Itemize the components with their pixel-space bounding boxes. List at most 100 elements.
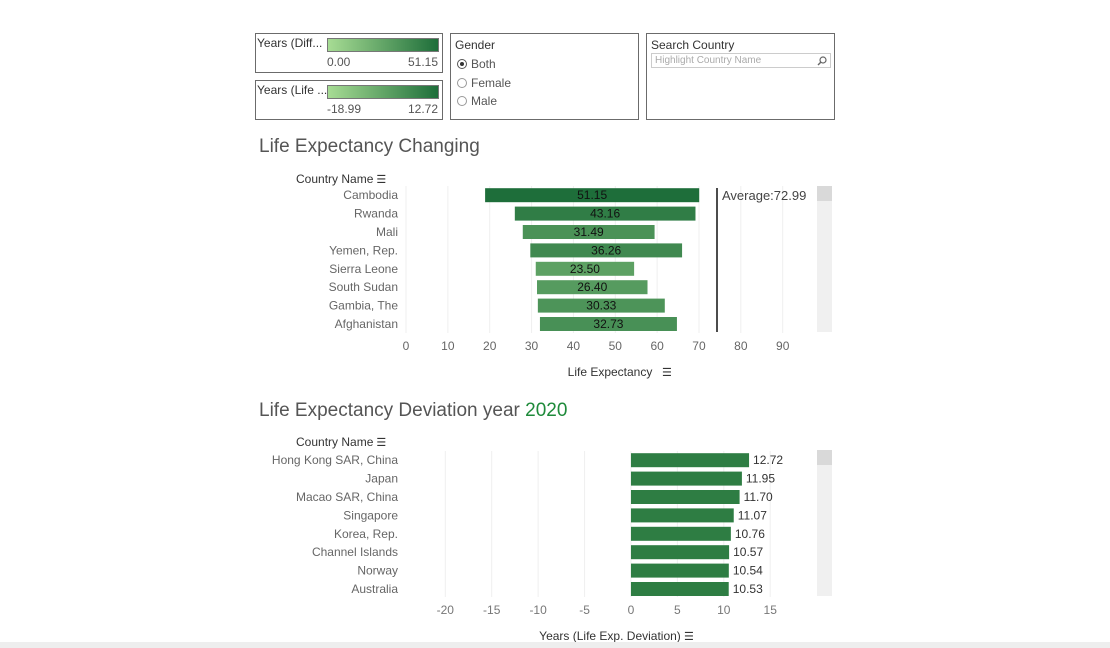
row-label: Rwanda bbox=[354, 207, 398, 221]
row-label: Yemen, Rep. bbox=[329, 243, 398, 257]
x-tick-label: 5 bbox=[674, 603, 681, 617]
gender-filter-title: Gender bbox=[455, 38, 496, 52]
legend-diff-max: 51.15 bbox=[407, 55, 438, 69]
bar-value-label: 32.73 bbox=[593, 317, 623, 331]
chart1-row-header[interactable]: Country Name ☰ bbox=[296, 172, 386, 186]
row-label: South Sudan bbox=[329, 280, 398, 294]
x-tick-label: 90 bbox=[776, 339, 790, 353]
x-axis-title: Years (Life Exp. Deviation) bbox=[539, 629, 681, 643]
x-tick-label: 0 bbox=[403, 339, 410, 353]
bar-value-label: 31.49 bbox=[574, 225, 604, 239]
legend-diff-gradient bbox=[327, 38, 439, 52]
bar bbox=[630, 563, 729, 578]
row-header-label: Country Name bbox=[296, 435, 374, 449]
search-country-title: Search Country bbox=[651, 38, 735, 52]
row-label: Macao SAR, China bbox=[296, 490, 398, 504]
legend-life-title: Years (Life ... bbox=[257, 83, 328, 97]
legend-years-diff[interactable]: Years (Diff... 0.00 51.15 bbox=[255, 33, 443, 73]
bar bbox=[630, 545, 730, 560]
scrollbar-thumb bbox=[817, 186, 832, 201]
x-tick-label: 15 bbox=[764, 603, 778, 617]
x-tick-label: 0 bbox=[628, 603, 635, 617]
bar bbox=[630, 508, 734, 523]
x-tick-label: 20 bbox=[483, 339, 497, 353]
gender-option-male[interactable]: Male bbox=[457, 94, 497, 108]
row-label: Gambia, The bbox=[329, 299, 398, 313]
radio-selected-icon bbox=[457, 59, 467, 69]
bar bbox=[514, 206, 696, 221]
scrollbar-track bbox=[817, 450, 832, 596]
radio-icon bbox=[457, 96, 467, 106]
search-input[interactable]: Highlight Country Name bbox=[651, 53, 831, 68]
bar bbox=[630, 582, 729, 596]
bar bbox=[530, 243, 683, 258]
bar bbox=[537, 280, 648, 295]
chart2-title-prefix: Life Expectancy Deviation year bbox=[259, 400, 526, 421]
row-label: Hong Kong SAR, China bbox=[272, 453, 398, 467]
sort-icon: ☰ bbox=[376, 174, 387, 186]
row-label: Cambodia bbox=[343, 188, 398, 202]
bottom-scroll-track bbox=[0, 642, 1110, 648]
row-label: Norway bbox=[357, 564, 398, 578]
gender-option-female[interactable]: Female bbox=[457, 76, 511, 90]
bar-value-label: 36.26 bbox=[591, 243, 621, 257]
bar-value-label: 26.40 bbox=[577, 280, 607, 294]
legend-life-gradient bbox=[327, 85, 439, 99]
bar-value-label: 43.16 bbox=[590, 207, 620, 221]
row-label: Australia bbox=[351, 582, 398, 596]
bar-value-label: 51.15 bbox=[577, 188, 607, 202]
row-label: Singapore bbox=[343, 508, 398, 522]
search-country-panel: Search Country Highlight Country Name bbox=[646, 33, 835, 120]
bar bbox=[539, 317, 677, 331]
chart2-row-header[interactable]: Country Name ☰ bbox=[296, 435, 386, 449]
bar-value-label: 10.57 bbox=[733, 545, 763, 559]
bar-value-label: 23.50 bbox=[570, 262, 600, 276]
x-tick-label: 70 bbox=[692, 339, 706, 353]
x-tick-label: 30 bbox=[525, 339, 539, 353]
chart2-title: Life Expectancy Deviation year 2020 bbox=[259, 400, 567, 422]
bar bbox=[537, 298, 665, 313]
bar bbox=[630, 490, 740, 504]
bar-value-label: 10.54 bbox=[733, 564, 763, 578]
row-label: Japan bbox=[365, 472, 398, 486]
legend-years-life[interactable]: Years (Life ... -18.99 12.72 bbox=[255, 80, 443, 120]
search-icon bbox=[817, 56, 827, 66]
legend-diff-min: 0.00 bbox=[327, 55, 351, 69]
gender-filter: Gender Both Female Male bbox=[450, 33, 639, 120]
row-label: Afghanistan bbox=[335, 317, 398, 331]
search-placeholder: Highlight Country Name bbox=[655, 55, 762, 66]
radio-icon bbox=[457, 78, 467, 88]
x-tick-label: 10 bbox=[717, 603, 731, 617]
x-tick-label: 40 bbox=[567, 339, 581, 353]
gender-option-both[interactable]: Both bbox=[457, 57, 496, 71]
bar bbox=[630, 453, 750, 468]
x-tick-label: -10 bbox=[529, 603, 547, 617]
bar-value-label: 10.53 bbox=[733, 582, 763, 596]
x-tick-label: 60 bbox=[650, 339, 664, 353]
chart1-svg: 0 10 20 30 40 50 60 70 80 90 Cambodia 51.15 Rwanda 43… bbox=[329, 186, 832, 379]
gender-option-label: Both bbox=[471, 57, 496, 71]
row-label: Channel Islands bbox=[312, 545, 398, 559]
x-tick-label: -20 bbox=[437, 603, 455, 617]
x-tick-label: 10 bbox=[441, 339, 455, 353]
bar-value-label: 10.76 bbox=[735, 527, 765, 541]
bar-value-label: 12.72 bbox=[753, 453, 783, 467]
legend-life-max: 12.72 bbox=[407, 102, 438, 116]
bar bbox=[522, 225, 655, 239]
sort-icon: ☰ bbox=[662, 367, 672, 379]
bar-value-label: 11.07 bbox=[738, 508, 767, 522]
sort-icon: ☰ bbox=[376, 437, 387, 449]
row-label: Korea, Rep. bbox=[334, 527, 398, 541]
chart2-title-year: 2020 bbox=[525, 400, 568, 421]
average-label: Average:72.99 bbox=[722, 188, 806, 203]
bar bbox=[630, 471, 742, 486]
bar bbox=[630, 526, 731, 541]
bar-value-label: 11.70 bbox=[744, 490, 773, 504]
gender-option-label: Male bbox=[471, 94, 498, 108]
legend-diff-title: Years (Diff... bbox=[257, 36, 323, 50]
scrollbar-track bbox=[817, 186, 832, 332]
bar-value-label: 30.33 bbox=[586, 299, 616, 313]
sort-icon: ☰ bbox=[684, 631, 694, 643]
x-tick-label: 80 bbox=[734, 339, 748, 353]
